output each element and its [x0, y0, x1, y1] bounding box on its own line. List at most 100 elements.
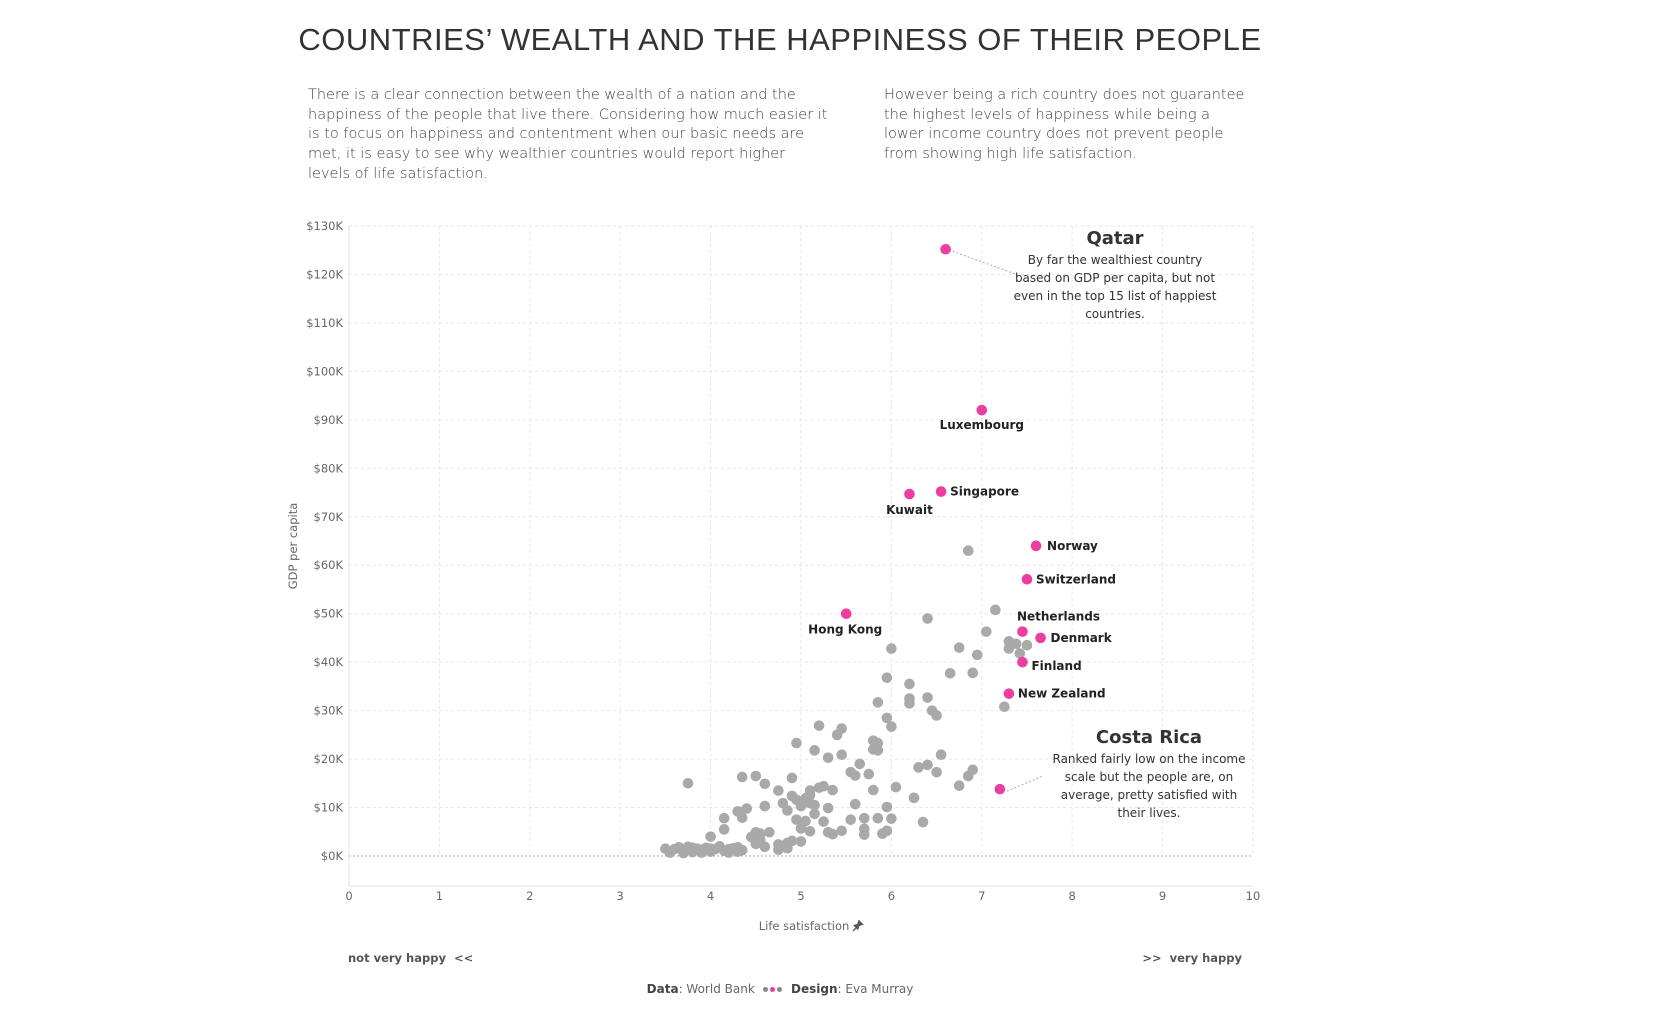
- y-tick-label: $60K: [314, 558, 344, 572]
- intro-text-right: However being a rich country does not gu…: [884, 87, 1245, 163]
- y-tick-label: $110K: [306, 316, 343, 330]
- annotation-line: By far the wealthiest country: [1028, 253, 1203, 267]
- x-tick-label: 4: [707, 889, 714, 903]
- data-point: [854, 758, 866, 770]
- data-point: [750, 770, 762, 782]
- data-point: [971, 649, 983, 661]
- country-label: Denmark: [1051, 631, 1113, 645]
- x-tick-label: 9: [1159, 889, 1166, 903]
- data-point: [935, 749, 947, 761]
- highlight-point: [1021, 573, 1033, 585]
- y-tick-label: $0K: [321, 849, 344, 863]
- highlight-point: [976, 404, 988, 416]
- data-point: [809, 799, 820, 811]
- data-point: [904, 678, 915, 690]
- data-point: [886, 813, 897, 824]
- data-point: [827, 828, 838, 840]
- data-point: [773, 844, 784, 855]
- country-label: Singapore: [950, 485, 1019, 499]
- data-point: [890, 781, 902, 793]
- data-point: [872, 745, 884, 756]
- x-tick-label: 7: [978, 889, 985, 903]
- data-point: [886, 643, 897, 654]
- data-point: [736, 771, 748, 783]
- data-point: [967, 667, 979, 679]
- data-point: [1021, 639, 1033, 651]
- y-tick-label: $40K: [314, 655, 344, 669]
- pin-icon[interactable]: [852, 919, 864, 932]
- data-point: [764, 826, 775, 838]
- data-point: [836, 825, 847, 837]
- data-point: [705, 846, 716, 857]
- annotation-leader-lines: [952, 250, 1044, 792]
- data-point: [917, 816, 929, 828]
- y-tick-label: $130K: [306, 219, 343, 233]
- y-tick-label: $90K: [314, 413, 344, 427]
- annotation-line: their lives.: [1118, 806, 1181, 820]
- data-point: [881, 672, 893, 683]
- other-countries-points: [660, 545, 1033, 859]
- annotation-title: Costa Rica: [1096, 727, 1202, 748]
- x-axis-ticks: 0 1 2 3 4 5 6 7 8 9 10: [345, 889, 1260, 903]
- x-tick-label: 2: [526, 889, 533, 903]
- highlight-point: [904, 488, 915, 500]
- y-tick-label: $30K: [314, 704, 344, 718]
- data-point: [723, 847, 734, 858]
- data-point: [822, 802, 834, 814]
- country-label: Finland: [1031, 659, 1081, 673]
- highlight-point: [994, 783, 1006, 795]
- x-tick-label: 1: [436, 889, 443, 903]
- annotation-line: scale but the people are, on: [1065, 770, 1233, 784]
- data-point: [795, 836, 807, 847]
- annotation-line: based on GDP per capita, but not: [1015, 271, 1215, 285]
- data-point: [732, 846, 744, 857]
- data-point: [705, 831, 716, 842]
- intro-text-left: There is a clear connection between the …: [308, 87, 828, 182]
- data-point: [804, 825, 816, 837]
- data-point: [981, 626, 992, 637]
- data-point: [827, 784, 838, 796]
- data-point: [818, 816, 829, 827]
- x-tick-label: 5: [797, 889, 804, 903]
- country-label: New Zealand: [1018, 687, 1106, 701]
- highlighted-countries-labels: Luxembourg Singapore Kuwait Norway Switzerla…: [808, 418, 1116, 701]
- x-tick-label: 0: [345, 889, 352, 903]
- data-point: [804, 789, 816, 801]
- data-point: [990, 604, 1001, 616]
- data-point: [795, 823, 807, 834]
- x-axis-title: Life satisfaction: [759, 919, 850, 933]
- data-point: [845, 814, 857, 825]
- highlighted-countries-points: [840, 243, 1046, 795]
- annotation-line: average, pretty satisfied with: [1061, 788, 1237, 802]
- data-point: [922, 759, 933, 771]
- data-point: [822, 752, 834, 763]
- data-point: [908, 792, 920, 804]
- data-point: [872, 697, 884, 708]
- annotation-title: Qatar: [1086, 228, 1143, 249]
- country-label: Netherlands: [1017, 610, 1100, 624]
- y-tick-label: $70K: [314, 510, 344, 524]
- data-point: [953, 780, 965, 792]
- x-tick-label: 6: [888, 889, 895, 903]
- y-axis-ticks: $0K $10K $20K $30K $40K $50K $60K $70K $80K $90K $…: [306, 219, 343, 863]
- country-label: Kuwait: [886, 503, 933, 517]
- country-label: Switzerland: [1036, 572, 1116, 586]
- data-point: [831, 729, 843, 741]
- country-label: Luxembourg: [940, 418, 1024, 432]
- data-point: [809, 745, 820, 756]
- annotation-line: even in the top 15 list of happiest: [1014, 289, 1217, 303]
- y-tick-label: $120K: [306, 267, 343, 281]
- x-tick-label: 10: [1246, 889, 1261, 903]
- page-title: COUNTRIES’ WEALTH AND THE HAPPINESS OF T…: [298, 22, 1262, 57]
- y-tick-label: $100K: [306, 364, 343, 378]
- data-point: [664, 847, 676, 858]
- data-point: [786, 772, 798, 784]
- data-point: [868, 784, 879, 796]
- data-point: [881, 801, 893, 813]
- y-axis-title: GDP per capita: [286, 503, 300, 590]
- data-point: [813, 720, 825, 731]
- data-point: [782, 842, 793, 854]
- data-point: [953, 642, 965, 653]
- annotations: Qatar By far the wealthiest country based …: [1014, 228, 1246, 820]
